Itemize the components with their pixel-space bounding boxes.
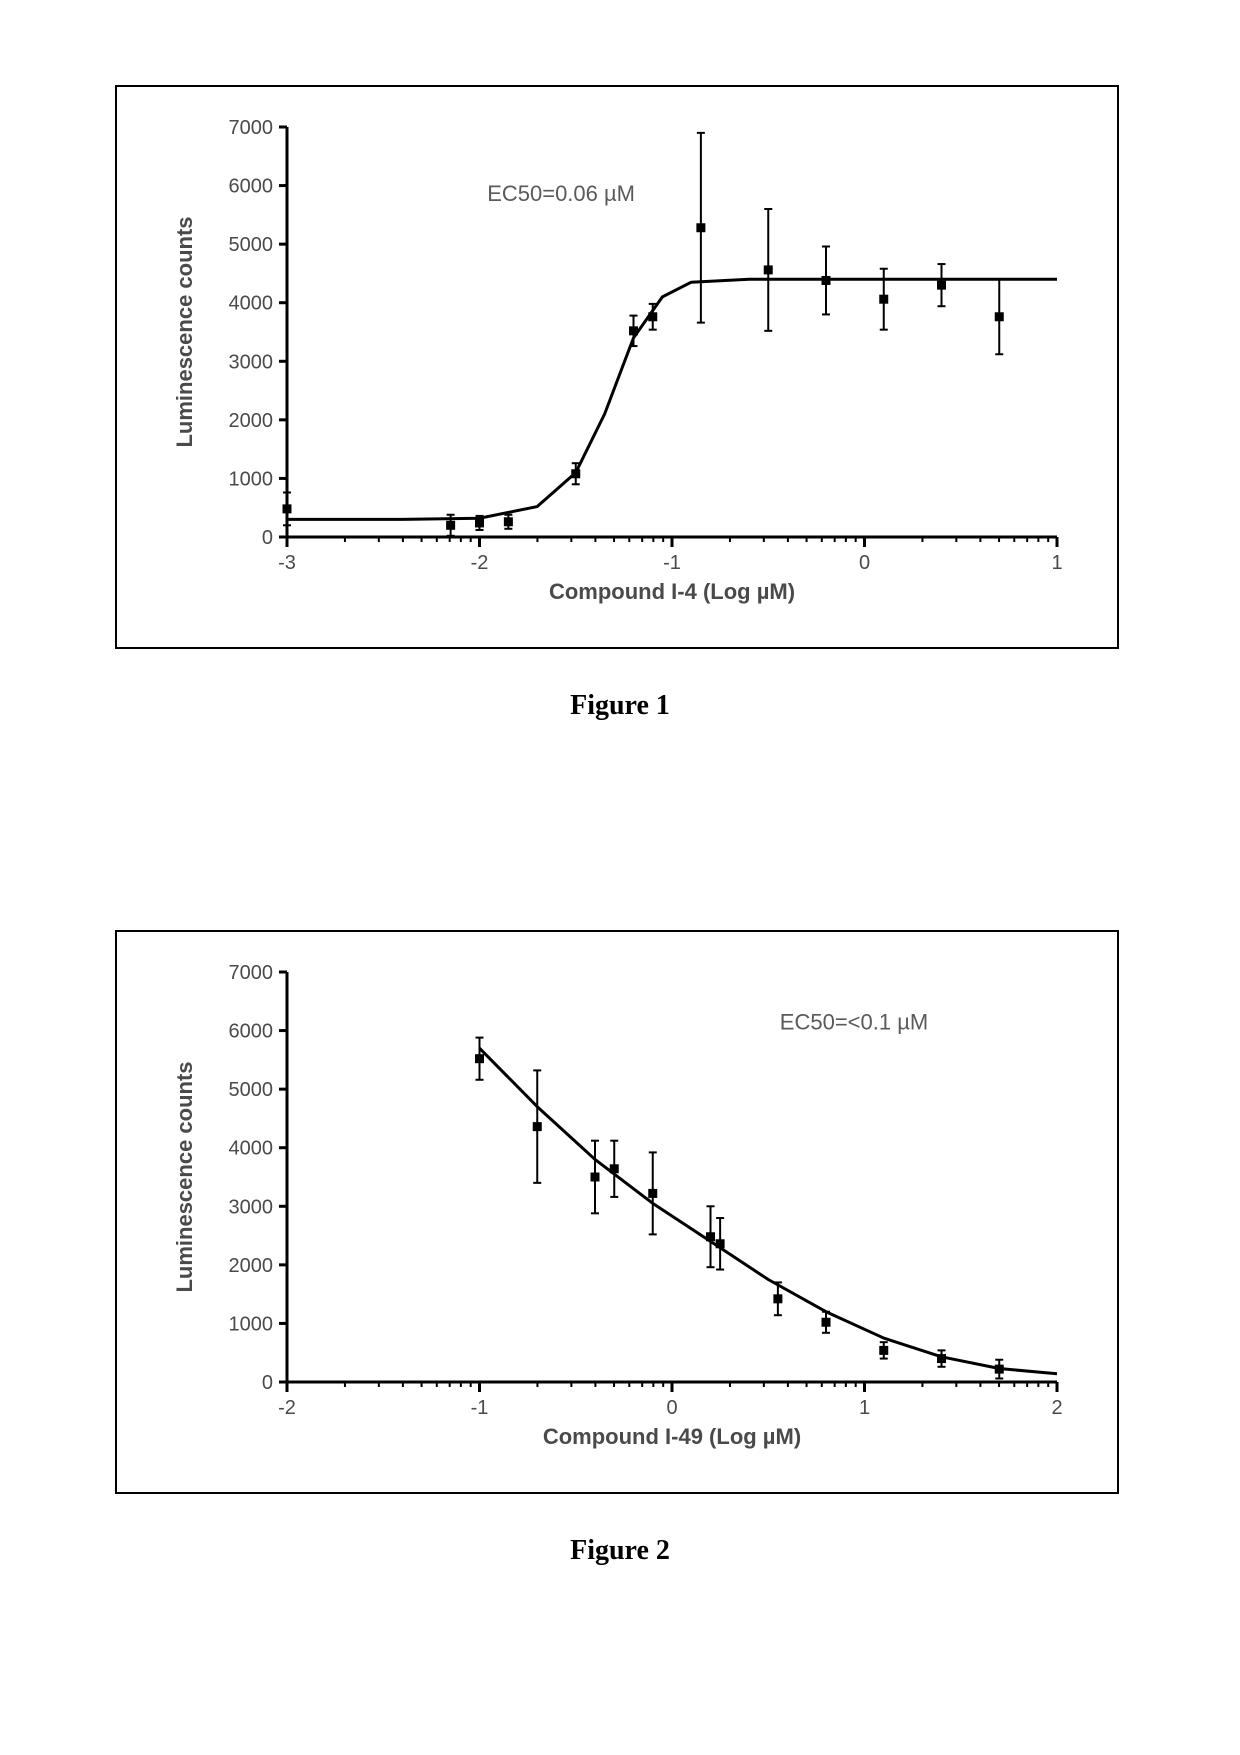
x-axis-label: Compound I-4 (Log µM) <box>549 579 795 604</box>
svg-text:5000: 5000 <box>229 234 274 256</box>
data-point <box>822 1318 831 1327</box>
data-point <box>696 223 705 232</box>
data-point <box>879 1346 888 1355</box>
data-point <box>504 517 513 526</box>
svg-text:2: 2 <box>1051 1397 1062 1419</box>
data-point <box>446 521 455 530</box>
data-point <box>822 276 831 285</box>
svg-text:-1: -1 <box>663 552 681 574</box>
svg-text:4000: 4000 <box>229 1138 274 1160</box>
data-point <box>591 1173 600 1182</box>
page-root: 0 1000 2000 3000 4000 5000 6000 7000 -3 -2 -1 0 1 Lum… <box>0 0 1240 1755</box>
ec50-annotation: EC50=<0.1 µM <box>780 1009 928 1034</box>
data-point <box>648 312 657 321</box>
svg-text:4000: 4000 <box>229 293 274 315</box>
figure2-caption: Figure 2 <box>0 1535 1240 1567</box>
svg-text:1000: 1000 <box>229 468 274 490</box>
svg-text:0: 0 <box>666 1397 677 1419</box>
data-point <box>879 295 888 304</box>
svg-text:0: 0 <box>859 552 870 574</box>
svg-text:-1: -1 <box>471 1397 489 1419</box>
data-point <box>764 265 773 274</box>
svg-text:6000: 6000 <box>229 1021 274 1043</box>
data-point <box>648 1189 657 1198</box>
svg-text:5000: 5000 <box>229 1079 274 1101</box>
y-axis-label: Luminescence counts <box>172 216 197 447</box>
data-point <box>937 281 946 290</box>
svg-text:-3: -3 <box>278 552 296 574</box>
data-point <box>995 312 1004 321</box>
svg-text:7000: 7000 <box>229 962 274 984</box>
svg-text:1: 1 <box>859 1397 870 1419</box>
svg-text:3000: 3000 <box>229 351 274 373</box>
svg-text:0: 0 <box>262 1372 273 1394</box>
figure1-panel: 0 1000 2000 3000 4000 5000 6000 7000 -3 -2 -1 0 1 Lum… <box>115 85 1119 649</box>
data-point <box>937 1354 946 1363</box>
data-point <box>773 1294 782 1303</box>
svg-text:6000: 6000 <box>229 176 274 198</box>
ec50-annotation: EC50=0.06 µM <box>487 181 635 206</box>
svg-text:7000: 7000 <box>229 117 274 139</box>
svg-text:2000: 2000 <box>229 410 274 432</box>
data-point <box>533 1122 542 1131</box>
y-axis-label: Luminescence counts <box>172 1061 197 1292</box>
data-point <box>995 1365 1004 1374</box>
data-point <box>283 504 292 513</box>
data-point <box>475 518 484 527</box>
figure2-panel: 0 1000 2000 3000 4000 5000 6000 7000 -2 -1 0 1 2 Lumi… <box>115 930 1119 1494</box>
svg-text:1000: 1000 <box>229 1313 274 1335</box>
x-axis-label: Compound I-49 (Log µM) <box>543 1424 801 1449</box>
svg-text:1: 1 <box>1051 552 1062 574</box>
svg-text:-2: -2 <box>278 1397 296 1419</box>
svg-text:2000: 2000 <box>229 1255 274 1277</box>
svg-text:-2: -2 <box>471 552 489 574</box>
data-point <box>475 1054 484 1063</box>
data-point <box>716 1239 725 1248</box>
fit-curve <box>287 279 1057 519</box>
fit-curve <box>480 1048 1058 1374</box>
data-point <box>706 1232 715 1241</box>
svg-text:0: 0 <box>262 527 273 549</box>
data-point <box>629 326 638 335</box>
svg-text:3000: 3000 <box>229 1196 274 1218</box>
figure1-caption: Figure 1 <box>0 690 1240 722</box>
data-point <box>571 469 580 478</box>
data-point <box>610 1164 619 1173</box>
